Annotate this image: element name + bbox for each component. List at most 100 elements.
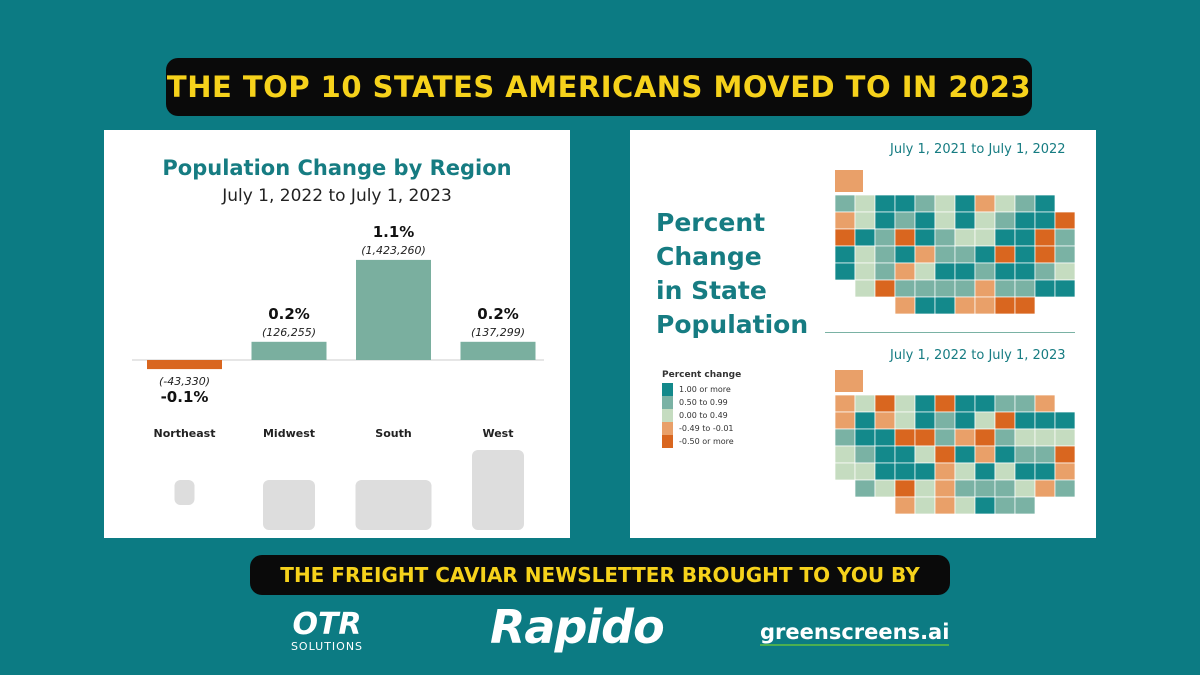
state (1014, 262, 1036, 281)
bar-chart: (-43,330)-0.1% Northeast 0.2% (126,255) Midw… (132, 223, 544, 530)
state (934, 428, 956, 447)
legend-item: 0.50 to 0.99 (662, 396, 741, 409)
state (854, 245, 876, 264)
state (854, 194, 876, 213)
state (894, 462, 916, 481)
state (994, 428, 1016, 447)
state (1014, 194, 1036, 213)
state (994, 296, 1016, 315)
state (914, 496, 936, 515)
value-label: 0.2% (477, 305, 519, 323)
region-silhouette (174, 480, 195, 505)
state (934, 194, 956, 213)
state (974, 394, 996, 413)
category-label: South (375, 427, 411, 440)
map-period-2: July 1, 2022 to July 1, 2023 (890, 348, 1066, 363)
state (934, 211, 956, 230)
state (974, 194, 996, 213)
state (1034, 279, 1056, 298)
state (934, 462, 956, 481)
state (834, 428, 856, 447)
state (994, 394, 1016, 413)
state (934, 296, 956, 315)
state (914, 245, 936, 264)
state (914, 479, 936, 498)
state (1034, 462, 1056, 481)
headline-banner: THE TOP 10 STATES AMERICANS MOVED TO IN … (166, 58, 1032, 116)
legend-title: Percent change (662, 370, 742, 380)
state (974, 262, 996, 281)
state (834, 194, 856, 213)
state (854, 279, 876, 298)
state (834, 411, 856, 430)
state (1054, 411, 1076, 430)
state-map-panel: Percent Change in State Population July … (630, 130, 1096, 538)
state (854, 394, 876, 413)
bar-northeast (147, 360, 222, 370)
state (914, 394, 936, 413)
state (874, 279, 896, 298)
map-title-line: Change (656, 242, 762, 271)
state (914, 228, 936, 247)
state (1014, 211, 1036, 230)
state (874, 462, 896, 481)
state (874, 211, 896, 230)
state (934, 262, 956, 281)
state (954, 245, 976, 264)
state (994, 194, 1016, 213)
state (874, 194, 896, 213)
legend-label: 0.00 to 0.49 (679, 411, 728, 420)
state (834, 211, 856, 230)
state (974, 211, 996, 230)
state (894, 411, 916, 430)
state (914, 194, 936, 213)
legend-label: -0.49 to -0.01 (679, 424, 734, 433)
state (1054, 479, 1076, 498)
state (954, 445, 976, 464)
bar-west (460, 341, 536, 360)
state (1034, 245, 1056, 264)
state (954, 262, 976, 281)
state (834, 462, 856, 481)
state (874, 411, 896, 430)
state (1054, 262, 1076, 281)
state (974, 496, 996, 515)
state (1054, 428, 1076, 447)
state (894, 394, 916, 413)
state (1054, 462, 1076, 481)
state (1034, 411, 1056, 430)
state (1054, 245, 1076, 264)
state (954, 279, 976, 298)
rapido-logo: Rapido (490, 600, 665, 654)
state (934, 245, 956, 264)
state (974, 462, 996, 481)
state (1034, 428, 1056, 447)
state (914, 428, 936, 447)
state (954, 462, 976, 481)
state (934, 496, 956, 515)
state (954, 428, 976, 447)
map-title: Percent Change in State Population (656, 206, 808, 342)
state (914, 262, 936, 281)
state (954, 479, 976, 498)
value-label: -0.1% (161, 388, 209, 406)
state (834, 394, 856, 413)
sponsor-banner: THE FREIGHT CAVIAR NEWSLETTER BROUGHT TO… (250, 555, 950, 595)
state (914, 411, 936, 430)
otr-logo-text: OTR (292, 607, 362, 642)
legend-label: 1.00 or more (679, 385, 731, 394)
state (954, 194, 976, 213)
state (854, 211, 876, 230)
legend-item: 0.00 to 0.49 (662, 409, 741, 422)
map-title-line: Population (656, 310, 809, 339)
state (1014, 279, 1036, 298)
map-title-line: in State (656, 276, 767, 305)
state (994, 211, 1016, 230)
state (994, 496, 1016, 515)
state (894, 194, 916, 213)
legend-swatch (662, 383, 673, 396)
state (954, 228, 976, 247)
map-legend: Percent change 1.00 or more 0.50 to 0.99 0… (662, 370, 741, 448)
state (934, 394, 956, 413)
state (994, 462, 1016, 481)
